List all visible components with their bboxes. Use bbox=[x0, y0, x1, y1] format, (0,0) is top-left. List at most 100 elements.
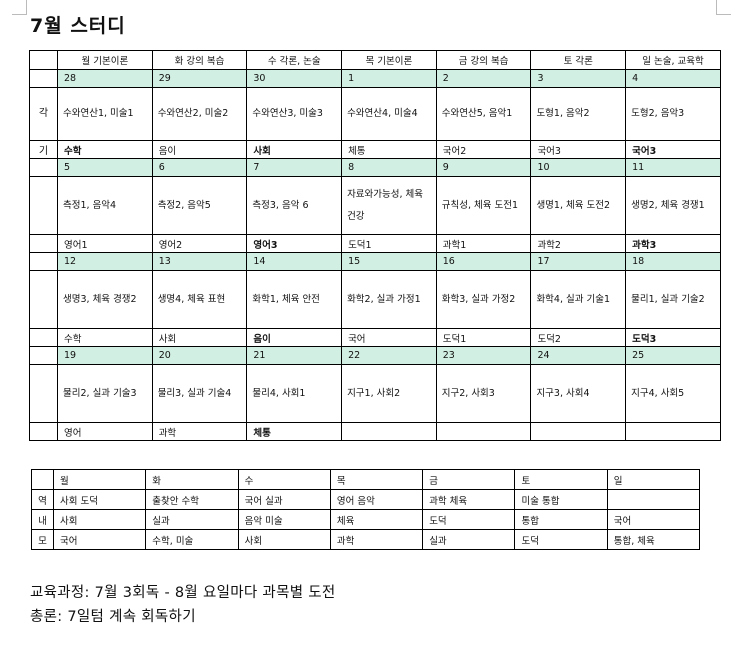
task-cell[interactable]: 물리3, 실과 기술4 bbox=[151, 364, 248, 423]
subject-cell[interactable]: 영어 bbox=[57, 422, 153, 441]
task-cell[interactable]: 생명3, 체육 경쟁2 bbox=[57, 270, 153, 329]
subject-cell[interactable]: 영어2 bbox=[151, 234, 248, 253]
subject-cell[interactable]: 체통 bbox=[341, 140, 437, 159]
subject-table-cell[interactable]: 출찾안 수학 bbox=[145, 489, 239, 510]
subject-cell[interactable]: 국어3 bbox=[625, 140, 721, 159]
date-cell: 19 bbox=[57, 346, 153, 365]
subject-table-cell[interactable]: 체육 bbox=[329, 509, 424, 530]
subject-table-cell[interactable]: 사회 도덕 bbox=[52, 489, 147, 510]
subject-cell[interactable]: 과학2 bbox=[530, 234, 627, 253]
date-cell: 14 bbox=[246, 252, 343, 271]
subject-cell[interactable] bbox=[435, 422, 532, 441]
task-cell[interactable]: 물리1, 실과 기술2 bbox=[625, 270, 721, 329]
date-cell: 5 bbox=[57, 158, 153, 177]
task-cell[interactable]: 수와연산1, 미술1 bbox=[57, 87, 153, 141]
task-cell[interactable]: 화학1, 체육 안전 bbox=[246, 270, 343, 329]
date-cell: 4 bbox=[625, 69, 721, 88]
task-cell[interactable]: 화학2, 실과 가정1 bbox=[341, 270, 437, 329]
task-cell[interactable]: 측정3, 음악 6 bbox=[246, 176, 343, 235]
study-calendar-table: 월 기본이론 화 강의 복습 수 각론, 논술 목 기본이론 금 강의 복습 토… bbox=[29, 50, 721, 441]
subject-table-cell[interactable]: 사회 bbox=[237, 529, 331, 550]
task-cell[interactable]: 도형2, 음악3 bbox=[625, 87, 721, 141]
task-cell[interactable]: 수와연산2, 미술2 bbox=[151, 87, 248, 141]
task-cell[interactable]: 수와연산3, 미술3 bbox=[246, 87, 343, 141]
task-cell[interactable]: 생명4, 체육 표현 bbox=[151, 270, 248, 329]
subject-table-cell[interactable]: 도덕 bbox=[422, 509, 516, 530]
task-cell[interactable]: 물리2, 실과 기술3 bbox=[57, 364, 153, 423]
subject-table-cell[interactable]: 실과 bbox=[422, 529, 516, 550]
side-cell bbox=[29, 234, 58, 253]
subject-cell[interactable]: 도덕1 bbox=[435, 328, 532, 347]
date-cell: 28 bbox=[57, 69, 153, 88]
task-cell[interactable]: 수와연산5, 음악1 bbox=[435, 87, 532, 141]
task-cell[interactable]: 지구2, 사회3 bbox=[435, 364, 532, 423]
subject-cell[interactable]: 국어2 bbox=[435, 140, 532, 159]
subject-table-cell[interactable]: 수학, 미술 bbox=[145, 529, 239, 550]
subject-cell[interactable]: 과학1 bbox=[435, 234, 532, 253]
date-cell: 24 bbox=[530, 346, 627, 365]
header-cell: 토 각론 bbox=[530, 50, 627, 70]
task-cell[interactable]: 도형1, 음악2 bbox=[530, 87, 627, 141]
subject-table-cell[interactable]: 실과 bbox=[145, 509, 239, 530]
side-cell bbox=[29, 346, 58, 365]
task-cell[interactable]: 화학3, 실과 가정2 bbox=[435, 270, 532, 329]
task-row: 각 수와연산1, 미술1 수와연산2, 미술2 수와연산3, 미술3 수와연산4… bbox=[29, 87, 721, 141]
subject-cell[interactable]: 국어3 bbox=[530, 140, 627, 159]
subject-cell[interactable] bbox=[530, 422, 627, 441]
row-label: 역 bbox=[31, 489, 54, 510]
weekday-subject-table: 월 화 수 목 금 토 일 역 사회 도덕 출찾안 수학 국어 실과 영어 음악… bbox=[31, 469, 701, 550]
subject-cell[interactable]: 체통 bbox=[246, 422, 343, 441]
task-cell[interactable]: 지구4, 사회5 bbox=[625, 364, 721, 423]
task-cell[interactable]: 생명2, 체육 경쟁1 bbox=[625, 176, 721, 235]
subject-table-cell[interactable]: 미술 통합 bbox=[514, 489, 608, 510]
subject-cell[interactable]: 국어 bbox=[341, 328, 437, 347]
subject-table-cell[interactable]: 국어 bbox=[52, 529, 147, 550]
task-row: 물리2, 실과 기술3 물리3, 실과 기술4 물리4, 사회1 지구1, 사회… bbox=[29, 364, 721, 423]
subject-cell[interactable]: 도덕2 bbox=[530, 328, 627, 347]
task-cell[interactable]: 자료와가능성, 체육 건강 bbox=[341, 176, 437, 235]
day-header-cell: 목 bbox=[329, 469, 424, 490]
task-cell[interactable]: 물리4, 사회1 bbox=[246, 364, 343, 423]
subject-cell[interactable]: 사회 bbox=[246, 140, 343, 159]
side-cell bbox=[29, 422, 58, 441]
task-cell[interactable]: 수와연산4, 미술4 bbox=[341, 87, 437, 141]
subject-cell[interactable]: 수학 bbox=[57, 328, 153, 347]
date-cell: 7 bbox=[246, 158, 343, 177]
side-cell bbox=[29, 270, 58, 329]
subject-table-cell[interactable]: 통합, 체육 bbox=[606, 529, 701, 550]
task-cell[interactable]: 규칙성, 체육 도전1 bbox=[435, 176, 532, 235]
subject-cell[interactable]: 도덕3 bbox=[625, 328, 721, 347]
subject-table-cell[interactable]: 과학 bbox=[329, 529, 424, 550]
task-cell[interactable]: 지구1, 사회2 bbox=[341, 364, 437, 423]
summary-line-general: 총론: 7일텀 계속 회독하기 bbox=[30, 609, 196, 625]
subject-table-cell[interactable]: 음악 미술 bbox=[237, 509, 331, 530]
subject-cell[interactable]: 영어1 bbox=[57, 234, 153, 253]
subject-table-cell[interactable] bbox=[606, 489, 701, 510]
task-cell[interactable]: 측정1, 음악4 bbox=[57, 176, 153, 235]
subject-table-cell[interactable]: 과학 체육 bbox=[422, 489, 516, 510]
subject-cell[interactable]: 음이 bbox=[246, 328, 343, 347]
side-label: 각 bbox=[29, 87, 58, 141]
subject-table-cell[interactable]: 국어 실과 bbox=[237, 489, 331, 510]
subject-row: 영어 과학 체통 bbox=[29, 422, 721, 441]
task-cell[interactable]: 지구3, 사회4 bbox=[530, 364, 627, 423]
subject-cell[interactable] bbox=[341, 422, 437, 441]
subject-cell[interactable]: 과학 bbox=[151, 422, 248, 441]
subject-cell[interactable]: 도덕1 bbox=[341, 234, 437, 253]
subject-cell[interactable] bbox=[625, 422, 721, 441]
date-row: 28 29 30 1 2 3 4 bbox=[29, 69, 721, 88]
header-cell: 일 논술, 교육학 bbox=[625, 50, 721, 70]
task-cell[interactable]: 생명1, 체육 도전2 bbox=[530, 176, 627, 235]
subject-cell[interactable]: 음이 bbox=[151, 140, 248, 159]
subject-cell[interactable]: 사회 bbox=[151, 328, 248, 347]
subject-table-cell[interactable]: 통합 bbox=[514, 509, 608, 530]
subject-cell[interactable]: 수학 bbox=[57, 140, 153, 159]
task-cell[interactable]: 화학4, 실과 기술1 bbox=[530, 270, 627, 329]
task-cell[interactable]: 측정2, 음악5 bbox=[151, 176, 248, 235]
subject-table-cell[interactable]: 국어 bbox=[606, 509, 701, 530]
subject-table-cell[interactable]: 도덕 bbox=[514, 529, 608, 550]
subject-table-cell[interactable]: 사회 bbox=[52, 509, 147, 530]
subject-cell[interactable]: 영어3 bbox=[246, 234, 343, 253]
subject-table-cell[interactable]: 영어 음악 bbox=[329, 489, 424, 510]
subject-cell[interactable]: 과학3 bbox=[625, 234, 721, 253]
